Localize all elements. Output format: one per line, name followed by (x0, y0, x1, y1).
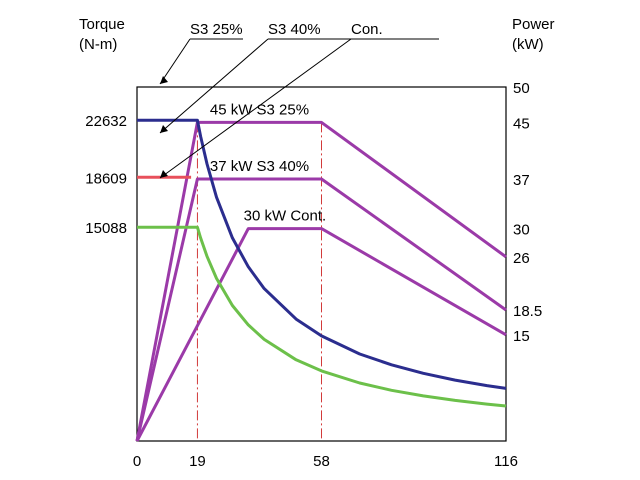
reference-lines (196, 122, 322, 441)
series-torque-cont (137, 225, 507, 408)
x-tick-19: 19 (189, 453, 206, 470)
leader-torque-cont (159, 38, 352, 179)
power-tick-37: 37 (513, 172, 530, 189)
legend-label-cont: Con. (351, 21, 383, 38)
torque-tick-18609: 18609 (85, 170, 127, 187)
left-axis-title-line2: (N-m) (79, 36, 117, 53)
annotation-power-s3-40: 37 kW S3 40% (210, 158, 309, 175)
power-annotations: 45 kW S3 25% 37 kW S3 40% 30 kW Cont. (210, 101, 326, 224)
x-tick-58: 58 (313, 453, 330, 470)
left-axis-title-line1: Torque (79, 16, 125, 33)
plot-frame (136, 86, 507, 442)
power-tick-50: 50 (513, 80, 530, 97)
annotation-power-cont: 30 kW Cont. (244, 208, 327, 225)
power-tick-26: 26 (513, 250, 530, 267)
x-tick-116: 116 (494, 453, 518, 470)
leader-torque-cont-arrowhead (160, 170, 168, 178)
series-power-s3-25 (135, 120, 507, 442)
leader-torque-s3-40 (159, 38, 269, 134)
leader-torque-s3-25-arrowhead (160, 76, 168, 84)
torque-tick-15088: 15088 (85, 220, 127, 237)
torque-tick-22632: 22632 (85, 113, 127, 130)
legend-label-s3-25: S3 25% (190, 21, 243, 38)
legend-leaders (159, 38, 439, 179)
power-tick-45: 45 (513, 115, 530, 132)
power-tick-18-5: 18.5 (513, 303, 542, 320)
leader-torque-s3-40-arrowhead (160, 125, 168, 133)
power-tick-30: 30 (513, 222, 530, 239)
tick-labels: 0 19 58 116 22632 18609 15088 50 45 37 30 26 18.5 15 (85, 80, 542, 470)
legend-label-s3-40: S3 40% (268, 21, 321, 38)
legend: S3 25% S3 40% Con. (190, 21, 383, 38)
leader-torque-s3-25 (159, 38, 191, 85)
annotation-power-s3-25: 45 kW S3 25% (210, 101, 309, 118)
x-tick-0: 0 (133, 453, 141, 470)
series-power-s3-40 (135, 177, 507, 442)
series-power-cont (135, 227, 507, 442)
series-torque-s3-25 (137, 118, 507, 390)
power-tick-15: 15 (513, 328, 530, 345)
right-axis-title-line1: Power (512, 16, 555, 33)
series-layer (135, 118, 507, 442)
right-axis-title-line2: (kW) (512, 36, 544, 53)
